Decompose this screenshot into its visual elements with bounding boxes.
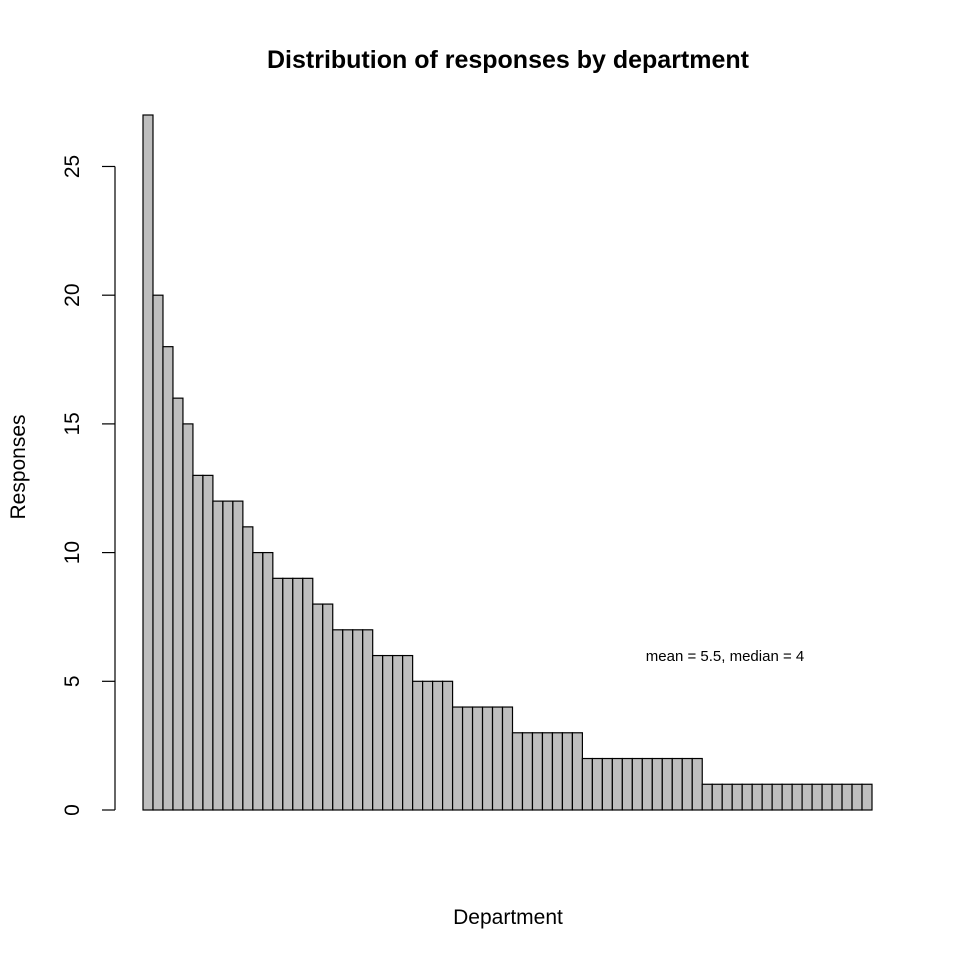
bar [561,732,574,811]
bar [581,757,593,811]
bar [152,294,164,811]
bar [252,551,264,811]
bar [571,732,583,811]
bar [272,577,284,811]
y-tick-label: 5 [61,675,84,687]
bar [621,757,633,811]
bar [521,732,534,811]
bar [491,706,504,811]
bar [212,500,224,811]
bar [751,783,763,811]
bar [461,706,474,811]
bar [681,757,693,811]
bar [192,474,204,811]
bar [322,603,334,811]
bar [412,680,424,811]
bar [501,706,514,811]
bar [182,423,194,811]
bar [471,706,484,811]
bar [242,526,254,811]
bar [861,783,873,811]
bar [721,783,733,811]
bar [631,757,643,811]
bar [292,577,304,811]
y-tick-label: 0 [61,804,84,816]
bar [332,629,344,811]
y-tick-label: 25 [61,155,84,178]
bar [372,654,384,811]
bar [771,783,783,811]
bar [232,500,244,811]
bar [821,783,833,811]
bar [811,783,823,811]
bar [531,732,544,811]
bar [841,783,853,811]
bar [691,757,703,811]
bar [601,757,613,811]
y-tick-label: 10 [61,541,84,564]
y-tick-label: 15 [61,412,84,435]
bar [541,732,554,811]
summary-annotation: mean = 5.5, median = 4 [646,648,804,665]
bar [781,783,793,811]
bar [362,629,374,811]
bar [312,603,324,811]
bar [591,757,603,811]
bar [202,474,214,811]
bar [451,706,464,811]
y-axis: 0 5 10 15 20 25 [61,155,116,816]
bar [741,783,753,811]
bar [402,654,414,811]
bar [791,783,803,811]
bar [142,114,154,811]
bar [551,732,564,811]
bar [701,783,713,811]
bar [392,654,404,811]
bar [262,551,274,811]
y-tick-label: 20 [61,284,84,307]
bar [831,783,843,811]
bar [422,680,434,811]
bars-group [142,114,873,811]
bar [731,783,743,811]
bar [172,397,184,811]
bar [641,757,653,811]
bar [282,577,294,811]
bar [801,783,813,811]
y-axis-label: Responses [7,414,30,519]
bar [511,732,524,811]
bar [611,757,623,811]
bar [342,629,354,811]
bar [661,757,673,811]
bar [382,654,394,811]
bar [671,757,683,811]
bar [761,783,773,811]
bar [352,629,364,811]
bar [481,706,494,811]
bar [162,346,174,811]
bar [851,783,863,811]
x-axis-label: Department [453,906,563,929]
bar [432,680,444,811]
chart-title: Distribution of responses by department [267,46,750,74]
bar [222,500,234,811]
bar [711,783,723,811]
bar [651,757,663,811]
bar [441,680,454,811]
bar [302,577,314,811]
